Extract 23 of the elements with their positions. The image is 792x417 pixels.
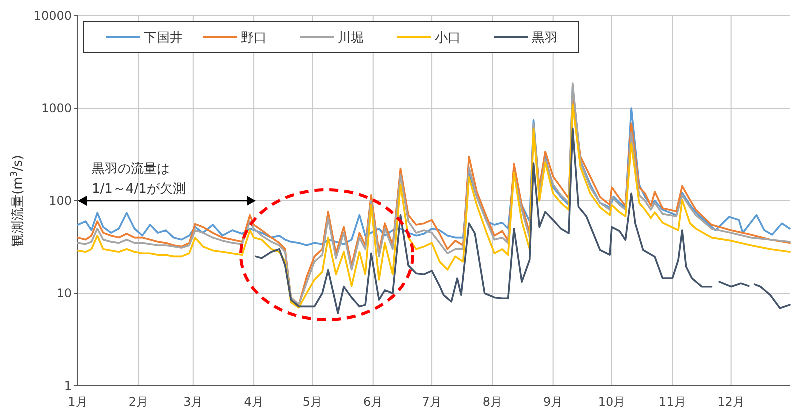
y-tick-label: 1000 (41, 102, 72, 116)
x-tick-label: 4月 (244, 395, 264, 409)
annotation: 黒羽の流量は 1/1～4/1が欠測 (92, 161, 186, 197)
x-tick-label: 11月 (658, 395, 686, 409)
x-tick-label: 5月 (302, 395, 323, 409)
legend-label: 小口 (435, 31, 461, 46)
x-tick-label: 12月 (718, 395, 745, 409)
y-tick-label: 10000 (34, 9, 72, 24)
x-tick-label: 8月 (482, 395, 502, 409)
x-tick-label: 9月 (544, 395, 564, 409)
legend-label: 野口 (241, 31, 267, 46)
legend-label: 下国井 (144, 31, 183, 46)
x-tick-label: 3月 (184, 395, 204, 409)
x-tick-label: 1月 (68, 395, 88, 409)
x-tick-label: 10月 (598, 395, 626, 409)
y-tick-label: 100 (49, 194, 72, 208)
x-tick-label: 7月 (422, 395, 442, 409)
x-tick-label: 2月 (128, 395, 148, 409)
legend-label: 黒羽 (532, 31, 558, 46)
y-tick-label: 10 (56, 286, 72, 301)
legend-label: 川堀 (338, 31, 364, 46)
x-tick-label: 6月 (364, 395, 384, 409)
y-tick-label: 1 (64, 379, 72, 394)
